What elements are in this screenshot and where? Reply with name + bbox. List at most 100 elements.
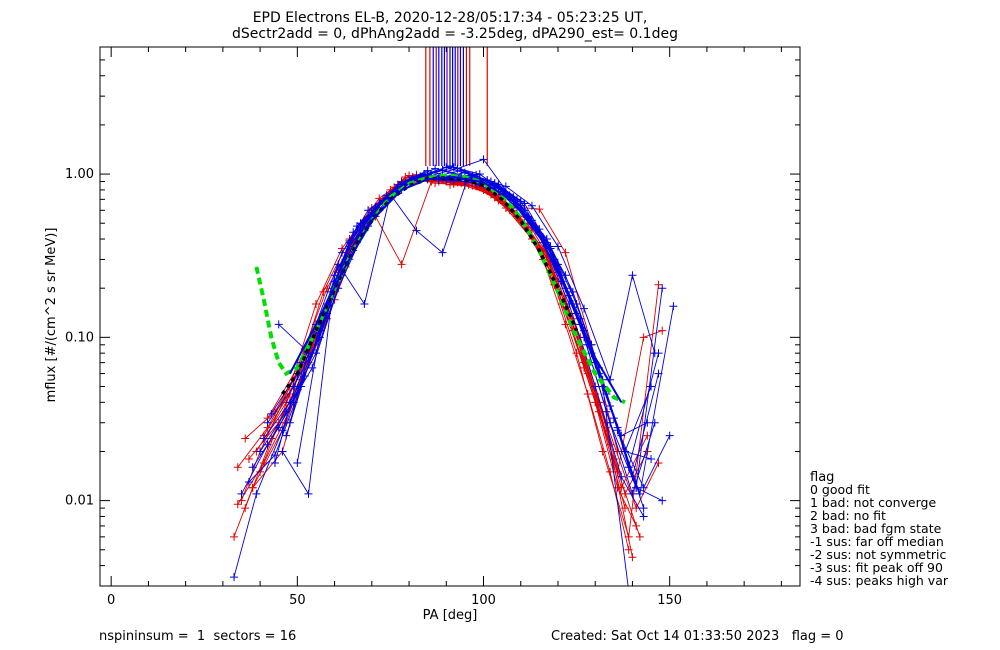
blue-series-point (591, 382, 600, 391)
red-series-point (624, 545, 633, 554)
chart-subtitle: dSectr2add = 0, dPhAng2add = -3.25deg, d… (232, 26, 678, 42)
blue-series-point (647, 382, 656, 391)
blue-series-point (669, 302, 678, 311)
blue-series-point (237, 489, 246, 498)
blue-series-point (267, 409, 276, 418)
blue-series-point (628, 489, 637, 498)
blue-series-point (285, 418, 294, 427)
flag-legend: flag 0 good fit 1 bad: not converge 2 ba… (810, 470, 949, 588)
red-series-point (639, 333, 648, 342)
blue-series-point (501, 182, 510, 191)
x-axis-label: PA [deg] (423, 608, 478, 623)
red-series-point (658, 326, 667, 335)
blue-series-point (553, 242, 562, 251)
blue-series-point (520, 199, 529, 208)
blue-series-point (527, 201, 536, 210)
blue-series-point (259, 434, 268, 443)
blue-series-point (561, 271, 570, 280)
blue-series-point (274, 320, 283, 329)
blue-series-point (650, 418, 659, 427)
blue-series-point (438, 248, 447, 257)
red-series-point (323, 284, 332, 293)
blue-series-point (617, 472, 626, 481)
blue-series-point (665, 431, 674, 440)
red-series-point (628, 553, 637, 562)
blue-series-point (650, 349, 659, 358)
blue-series-point (617, 431, 626, 440)
red-series-point (397, 260, 406, 269)
blue-series-point (338, 248, 347, 257)
plot-area (230, 47, 678, 595)
legend-item: 2 bad: no fit (810, 508, 886, 523)
blue-series-point (244, 478, 253, 487)
blue-series-point (647, 454, 656, 463)
legend-item: 3 bad: bad fgm state (810, 521, 942, 536)
footer-left: nspininsum = 1 sectors = 16 (99, 629, 296, 644)
blue-series-line (270, 166, 663, 488)
blue-series-point (345, 236, 354, 245)
blue-series-line (241, 173, 656, 496)
y-axis-label: mflux [#/(cm^2 s sr MeV)] (44, 228, 59, 403)
red-series-point (621, 489, 629, 498)
blue-series-point (628, 271, 637, 280)
legend-item: -1 sus: far off median (810, 534, 944, 549)
x-tick-label: 50 (289, 593, 306, 608)
red-series-line (244, 175, 626, 509)
legend-item: 1 bad: not converge (810, 495, 936, 510)
red-series-point (613, 447, 622, 456)
blue-series-point (278, 447, 287, 456)
red-series-point (654, 280, 663, 289)
legend-item: -4 sus: peaks high var (810, 573, 949, 588)
blue-series-point (639, 504, 648, 513)
blue-series-line (289, 176, 629, 586)
red-series-point (561, 320, 570, 329)
blue-series-point (289, 382, 298, 391)
y-tick-label: 0.01 (65, 494, 94, 509)
blue-fit-curve (289, 175, 623, 403)
blue-series-point (625, 587, 633, 595)
blue-series-line (285, 174, 652, 460)
blue-series-point (364, 206, 373, 215)
legend-title: flag (810, 470, 834, 485)
blue-series-point (479, 155, 488, 164)
blue-series-point (252, 489, 261, 498)
blue-series-point (282, 431, 291, 440)
axes (99, 46, 801, 587)
footer-right: Created: Sat Oct 14 01:33:50 2023 flag =… (551, 629, 844, 644)
x-tick-label: 0 (107, 593, 115, 608)
red-series-line (233, 175, 630, 550)
blue-series-point (621, 447, 629, 456)
blue-series-point (643, 418, 652, 427)
legend-item: 0 good fit (810, 482, 870, 497)
blue-series-point (658, 496, 667, 505)
red-series-point (535, 205, 544, 214)
data-lines (230, 47, 678, 595)
blue-series-point (308, 363, 317, 372)
blue-series-point (293, 458, 302, 467)
red-series-point (241, 434, 250, 443)
blue-series-point (516, 197, 525, 206)
legend-item: -2 sus: not symmetric (810, 547, 946, 562)
red-series-point (244, 454, 253, 463)
blue-series-line (282, 172, 648, 496)
y-tick-label: 1.00 (65, 167, 94, 182)
blue-series-point (371, 202, 380, 211)
blue-series-point (568, 287, 577, 296)
red-series-point (311, 300, 320, 309)
blue-series-point (580, 304, 589, 313)
blue-series-point (308, 349, 317, 358)
x-tick-label: 150 (657, 593, 682, 608)
blue-series-point (546, 244, 555, 253)
red-series-point (259, 458, 268, 467)
red-series-point (621, 504, 629, 513)
x-tick-label: 100 (471, 593, 496, 608)
red-series-line (237, 181, 619, 505)
blue-series-point (263, 418, 272, 427)
red-series-point (598, 447, 607, 456)
blue-series-point (256, 447, 265, 456)
red-series-point (580, 363, 589, 372)
blue-series-point (271, 458, 279, 467)
red-series-point (624, 532, 633, 541)
red-series-point (617, 483, 626, 492)
blue-series-point (248, 463, 257, 472)
